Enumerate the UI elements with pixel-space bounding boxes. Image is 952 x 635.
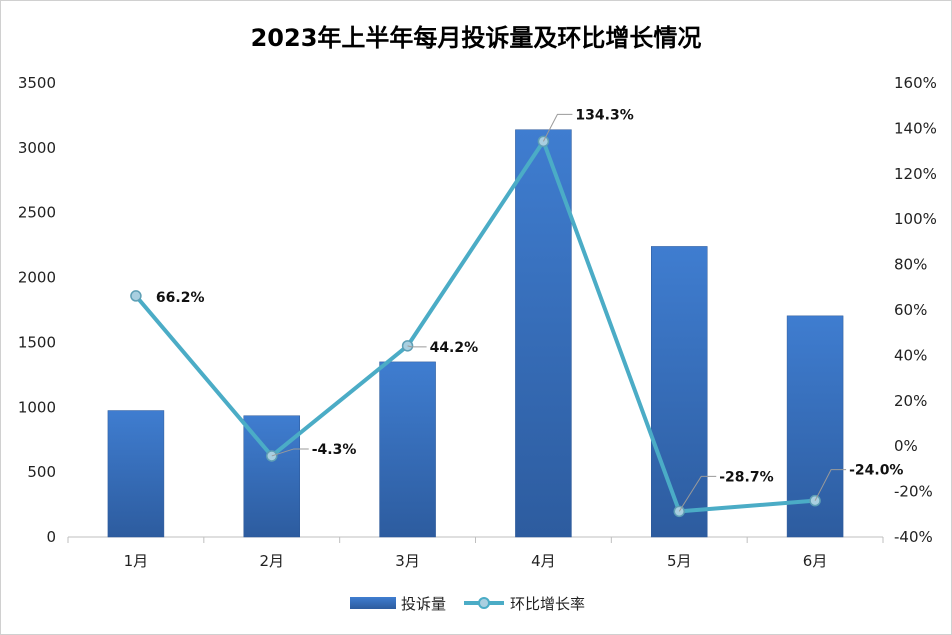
bar (651, 246, 708, 538)
left-tick-label: 1500 (18, 333, 56, 351)
label-leader-line (542, 113, 573, 142)
right-y-axis: -40% -20% 0% 20% 40% 60% 80% 100% 120% 140% 160% (894, 74, 937, 546)
right-tick-label: 120% (894, 165, 937, 183)
x-tick-label: 5月 (667, 552, 692, 570)
line-path (134, 139, 816, 514)
right-tick-label: -20% (894, 483, 933, 501)
right-tick-label: -40% (894, 528, 933, 546)
legend: 投诉量 环比增长率 (350, 595, 585, 613)
data-label: 134.3% (575, 107, 633, 123)
left-tick-label: 2500 (18, 204, 56, 222)
legend-line-label: 环比增长率 (510, 595, 585, 613)
label-leader-line (678, 475, 717, 512)
right-tick-label: 40% (894, 346, 927, 364)
line-point (130, 290, 142, 302)
right-tick-label: 160% (894, 74, 937, 92)
data-label: -24.0% (849, 463, 903, 479)
data-label: 66.2% (156, 290, 205, 306)
data-label: -4.3% (312, 442, 357, 458)
left-tick-label: 0 (46, 528, 56, 546)
right-tick-label: 20% (894, 392, 927, 410)
legend-bar-swatch (350, 597, 396, 609)
legend-bar-label: 投诉量 (401, 595, 446, 613)
line-series (130, 135, 821, 518)
label-leader-line (271, 448, 309, 457)
left-y-axis: 0 500 1000 1500 2000 2500 3000 3500 (18, 74, 56, 546)
label-leader-line (407, 345, 427, 348)
x-axis: 1月 2月 3月 4月 5月 6月 (67, 536, 884, 570)
bar (379, 361, 436, 538)
data-label: -28.7% (719, 469, 773, 485)
data-label: 44.2% (430, 340, 479, 356)
left-tick-label: 2000 (18, 269, 56, 287)
chart-title: 2023年上半年每月投诉量及环比增长情况 (251, 24, 702, 52)
left-tick-label: 3500 (18, 74, 56, 92)
x-tick-label: 3月 (395, 552, 420, 570)
left-tick-label: 1000 (18, 398, 56, 416)
x-tick-label: 6月 (803, 552, 828, 570)
data-labels: 66.2% -4.3% 44.2% 134.3% -28.7% -24.0% (156, 107, 903, 512)
right-tick-label: 100% (894, 210, 937, 228)
label-leader-line (814, 469, 847, 501)
right-tick-label: 0% (894, 437, 918, 455)
legend-line-marker (478, 597, 490, 609)
right-tick-label: 140% (894, 119, 937, 137)
x-tick-label: 4月 (531, 552, 556, 570)
left-tick-label: 3000 (18, 139, 56, 157)
left-tick-label: 500 (27, 463, 56, 481)
right-tick-label: 80% (894, 256, 927, 274)
bar-series (107, 129, 844, 538)
x-tick-label: 1月 (124, 552, 149, 570)
bar (107, 410, 165, 538)
x-tick-label: 2月 (259, 552, 284, 570)
right-tick-label: 60% (894, 301, 927, 319)
